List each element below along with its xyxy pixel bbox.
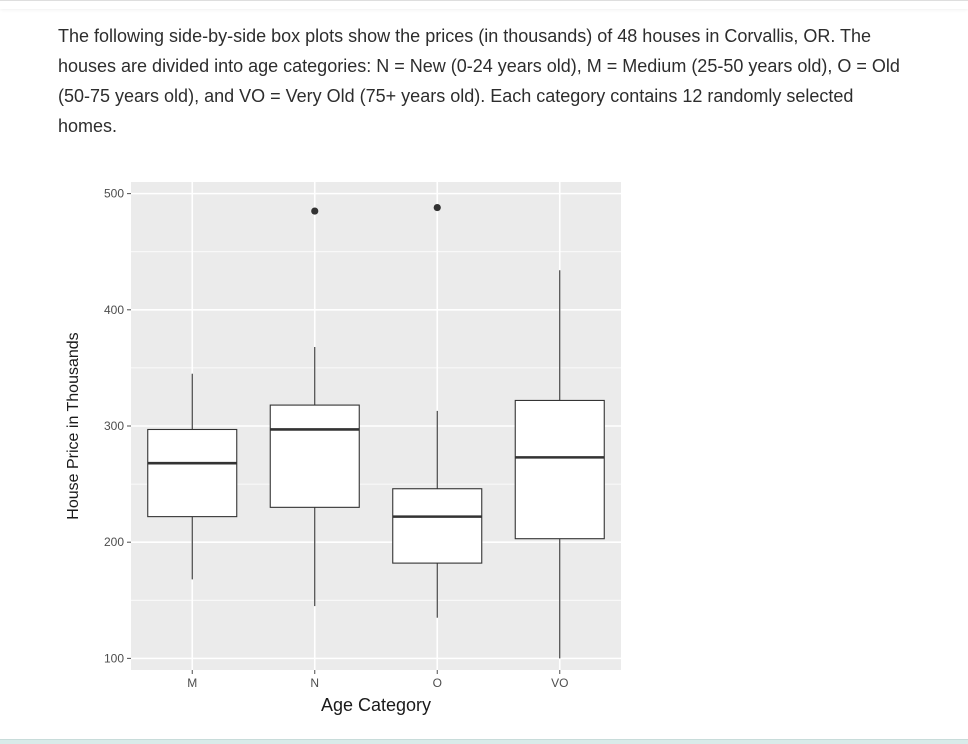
y-tick-label: 100 [104, 651, 124, 665]
y-axis-label: House Price in Thousands [65, 332, 82, 519]
x-tick-label: O [433, 676, 442, 690]
iqr-box [147, 428, 238, 518]
outlier-point [433, 203, 441, 212]
box-series [147, 203, 605, 659]
y-axis: 100 200 300 400 500 [104, 187, 131, 665]
box-plot-chart: 100 200 300 400 500 M N O VO Age Category House… [57, 172, 630, 722]
box-m [147, 373, 238, 580]
box-o [392, 203, 483, 618]
box-vo [514, 270, 605, 659]
question-text: The following side-by-side box plots sho… [58, 26, 900, 136]
iqr-box [269, 404, 360, 508]
x-axis: M N O VO [187, 670, 568, 690]
chart-svg: 100 200 300 400 500 M N O VO Age Category House… [57, 172, 630, 722]
iqr-box [514, 399, 605, 540]
y-tick-label: 300 [104, 419, 124, 433]
iqr-box [392, 488, 483, 564]
y-tick-label: 500 [104, 187, 124, 201]
y-tick-label: 400 [104, 303, 124, 317]
box-n [269, 207, 360, 607]
x-tick-label: N [310, 676, 319, 690]
x-axis-label: Age Category [321, 695, 431, 715]
y-tick-label: 200 [104, 535, 124, 549]
outlier-point [311, 207, 319, 215]
top-rule [0, 0, 968, 9]
bottom-rule [0, 739, 968, 744]
x-tick-label: M [187, 676, 197, 690]
x-tick-label: VO [551, 676, 568, 690]
